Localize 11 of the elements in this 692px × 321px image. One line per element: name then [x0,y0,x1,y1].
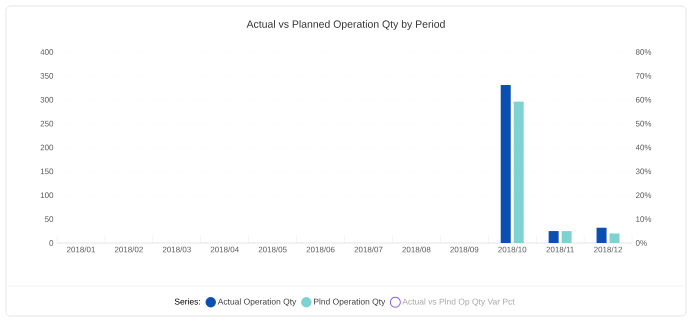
legend-label: Actual Operation Qty [218,298,296,306]
bar [562,231,572,243]
bar [596,228,607,243]
legend-label: Actual vs Plnd Op Qty Var Pct [402,298,515,306]
legend-label: Plnd Operation Qty [314,298,386,306]
bar [500,84,511,243]
chart-title: Actual vs Planned Operation Qty by Period [246,20,445,30]
bar [548,231,559,243]
bar [610,233,620,243]
bar [514,102,524,243]
legend-title: Series: [174,298,200,305]
